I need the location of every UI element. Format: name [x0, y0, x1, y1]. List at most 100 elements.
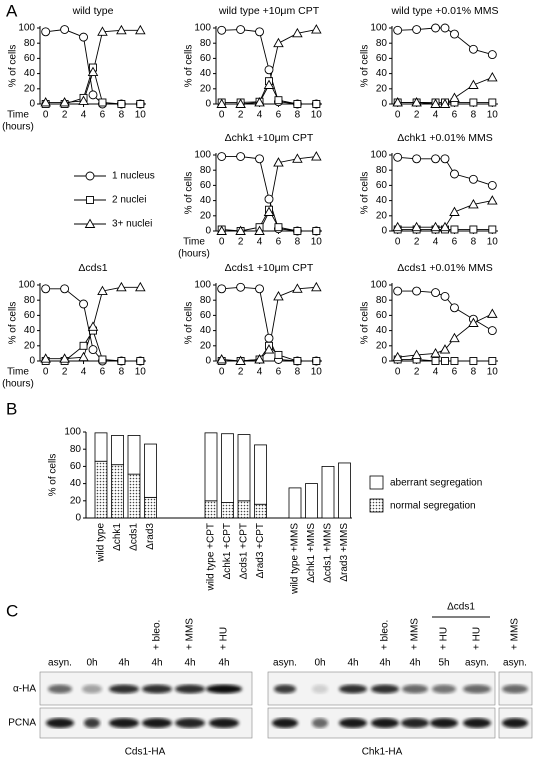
x-tick-label: 6 [276, 110, 282, 121]
y-tick-label: 100 [194, 280, 211, 291]
x-tick-label: Δchk1 +CPT [222, 523, 233, 579]
blot-band [502, 684, 528, 694]
blot-band [109, 684, 139, 694]
marker-circle [450, 29, 459, 39]
marker-square [488, 98, 497, 107]
blot-band [84, 718, 100, 728]
x-tick-label: 4 [257, 367, 263, 378]
marker-triangle [292, 153, 303, 163]
panel-label: A [6, 1, 18, 20]
chart-title: Δcds1 +10μm CPT [225, 262, 314, 274]
marker-circle [41, 284, 51, 294]
x-tick-label: wild type [96, 523, 107, 563]
marker-circle [255, 27, 264, 37]
legend-label: aberrant segregation [390, 478, 482, 489]
y-axis-label: % of cells [48, 454, 59, 497]
marker-triangle [235, 98, 246, 108]
chart-title: wild type [72, 5, 114, 17]
marker-triangle [254, 225, 265, 235]
blot-band [502, 718, 528, 728]
x-tick-label: 2 [414, 110, 420, 121]
y-tick-label: 100 [64, 427, 81, 438]
blot-band [312, 718, 328, 728]
marker-square [441, 357, 449, 365]
blot-band [312, 684, 328, 694]
marker-square [488, 357, 497, 365]
y-tick-label: 0 [29, 356, 35, 367]
marker-circle [487, 326, 497, 336]
marker-triangle [254, 97, 265, 107]
lane-time: 4h [118, 658, 129, 669]
y-tick-label: 20 [376, 83, 388, 94]
bar-segment [94, 460, 108, 519]
bar-segment [321, 465, 335, 519]
marker-square [117, 100, 126, 108]
marker-triangle [135, 281, 146, 292]
panel-label: B [6, 399, 17, 418]
bar-segment [237, 434, 251, 502]
bar-segment [204, 432, 218, 502]
y-tick-label: 80 [376, 165, 388, 176]
marker-circle [236, 282, 246, 292]
y-tick-label: 100 [18, 23, 35, 34]
y-tick-label: 40 [376, 195, 388, 206]
marker-circle [393, 25, 403, 35]
marker-circle [217, 25, 227, 35]
y-tick-label: 60 [24, 310, 36, 321]
marker-circle [41, 27, 51, 37]
lane-treatment: + MMS [410, 618, 421, 650]
x-tick-label: wild type +CPT [206, 523, 217, 592]
marker-circle [79, 32, 88, 42]
y-axis-label: % of cells [184, 302, 195, 345]
marker-square [136, 357, 145, 365]
lane-time: 4h [347, 658, 358, 669]
lane-time: 4h [184, 658, 195, 669]
y-tick-label: 0 [75, 513, 81, 524]
marker-triangle [263, 344, 275, 354]
blot-band [175, 684, 205, 694]
x-tick-label: Δrad3 +CPT [255, 523, 266, 578]
x-tick-label: 8 [119, 110, 125, 121]
blot-band [206, 684, 242, 694]
y-tick-label: 40 [200, 68, 212, 79]
x-tick-label: 2 [62, 110, 68, 121]
x-tick-label: 10 [311, 110, 323, 121]
blot-band [371, 718, 399, 728]
bar-segment [254, 503, 267, 519]
x-tick-label: 2 [238, 367, 244, 378]
x-tick-label: 0 [395, 110, 401, 121]
blot-band [175, 718, 205, 728]
lane-time: 5h [438, 658, 449, 669]
blot-band [48, 684, 72, 694]
lane-treatment: + bleo. [152, 620, 163, 650]
chart-title: Δchk1 +0.01% MMS [397, 132, 492, 144]
y-tick-label: 60 [200, 180, 212, 191]
marker-triangle [78, 351, 89, 362]
lane-treatment: + HU [219, 627, 230, 650]
marker-triangle [449, 92, 460, 102]
marker-circle [487, 50, 497, 60]
y-tick-label: 80 [376, 38, 388, 49]
bar-segment [144, 496, 157, 519]
marker-circle [393, 286, 403, 296]
marker-circle [217, 152, 227, 161]
marker-circle [88, 345, 98, 355]
y-tick-label: 20 [200, 210, 212, 221]
x-tick-label: 2 [238, 110, 244, 121]
lane-time: asyn. [48, 658, 72, 669]
marker-square [312, 357, 321, 365]
y-tick-label: 40 [70, 478, 82, 489]
blot-band [274, 684, 296, 694]
marker-square [274, 96, 283, 105]
chart-title: wild type +10μm CPT [218, 5, 320, 17]
y-tick-label: 20 [200, 340, 212, 351]
marker-triangle [235, 355, 246, 365]
marker-circle [236, 25, 246, 34]
x-tick-label: Δrad3 +MMS [339, 523, 350, 582]
marker-square [274, 350, 283, 359]
x-tick-label: 4 [433, 237, 439, 248]
marker-circle [60, 25, 70, 34]
x-tick-label: 10 [135, 110, 147, 121]
marker-square [312, 227, 321, 235]
y-tick-label: 0 [205, 99, 211, 110]
